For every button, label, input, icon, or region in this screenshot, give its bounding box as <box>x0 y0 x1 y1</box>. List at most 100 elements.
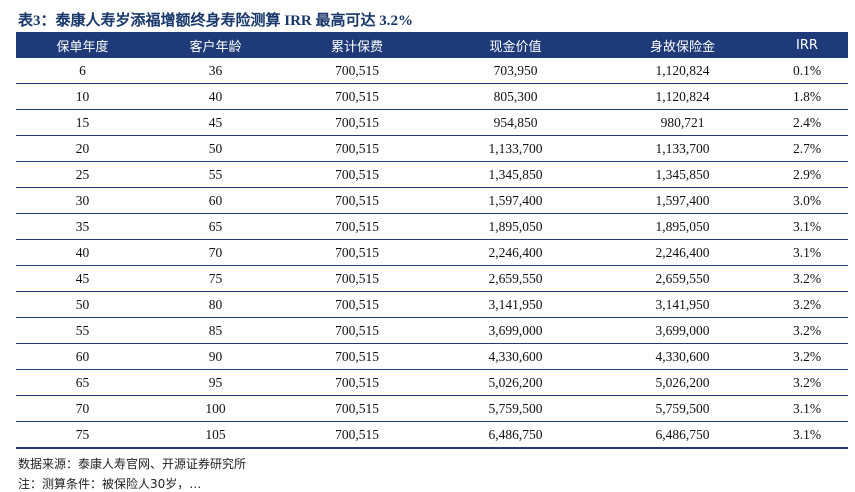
cell-death-benefit: 3,141,950 <box>599 291 766 318</box>
header-death-benefit: 身故保险金 <box>599 32 766 58</box>
cell-irr: 3.2% <box>766 291 848 318</box>
table-title: 表3：泰康人寿岁添福增额终身寿险测算 IRR 最高可达 3.2% <box>18 13 414 29</box>
cell-death-benefit: 4,330,600 <box>599 343 766 370</box>
cell-cumulative-premium: 700,515 <box>282 109 432 136</box>
cell-policy-year: 10 <box>16 83 149 110</box>
cell-cash-value: 5,759,500 <box>432 395 599 422</box>
cell-death-benefit: 1,120,824 <box>599 58 766 84</box>
cell-cumulative-premium: 700,515 <box>282 317 432 344</box>
table-row: 20 50 700,515 1,133,700 1,133,700 2.7% <box>16 135 848 162</box>
cell-irr: 1.8% <box>766 83 848 110</box>
cell-cash-value: 2,246,400 <box>432 239 599 266</box>
cell-death-benefit: 1,345,850 <box>599 161 766 188</box>
cell-policy-year: 30 <box>16 187 149 214</box>
cell-cash-value: 703,950 <box>432 58 599 84</box>
header-customer-age: 客户年龄 <box>149 32 282 58</box>
footnote: 注：测算条件：被保险人30岁，… <box>18 477 202 491</box>
cell-policy-year: 65 <box>16 369 149 396</box>
cell-customer-age: 36 <box>149 58 282 84</box>
cell-policy-year: 35 <box>16 213 149 240</box>
cell-irr: 3.2% <box>766 369 848 396</box>
header-irr: IRR <box>766 32 848 58</box>
cell-cumulative-premium: 700,515 <box>282 213 432 240</box>
cell-irr: 3.1% <box>766 239 848 266</box>
cell-cash-value: 3,141,950 <box>432 291 599 318</box>
cell-irr: 2.9% <box>766 161 848 188</box>
header-policy-year: 保单年度 <box>16 32 149 58</box>
cell-customer-age: 70 <box>149 239 282 266</box>
cell-customer-age: 100 <box>149 395 282 422</box>
header-cash-value: 现金价值 <box>432 32 599 58</box>
cell-cumulative-premium: 700,515 <box>282 161 432 188</box>
table-row: 30 60 700,515 1,597,400 1,597,400 3.0% <box>16 187 848 214</box>
table-row: 55 85 700,515 3,699,000 3,699,000 3.2% <box>16 317 848 344</box>
cell-cumulative-premium: 700,515 <box>282 395 432 422</box>
cell-cash-value: 1,133,700 <box>432 135 599 162</box>
cell-death-benefit: 2,659,550 <box>599 265 766 292</box>
cell-policy-year: 50 <box>16 291 149 318</box>
cell-cash-value: 4,330,600 <box>432 343 599 370</box>
cell-customer-age: 95 <box>149 369 282 396</box>
table-row: 10 40 700,515 805,300 1,120,824 1.8% <box>16 83 848 110</box>
cell-customer-age: 65 <box>149 213 282 240</box>
cell-customer-age: 105 <box>149 421 282 449</box>
cell-irr: 3.2% <box>766 343 848 370</box>
cell-policy-year: 60 <box>16 343 149 370</box>
cell-irr: 3.1% <box>766 421 848 449</box>
cell-customer-age: 85 <box>149 317 282 344</box>
cell-cumulative-premium: 700,515 <box>282 421 432 449</box>
cell-death-benefit: 5,026,200 <box>599 369 766 396</box>
cell-irr: 0.1% <box>766 58 848 84</box>
cell-death-benefit: 6,486,750 <box>599 421 766 449</box>
cell-cumulative-premium: 700,515 <box>282 343 432 370</box>
cell-irr: 3.0% <box>766 187 848 214</box>
cell-cash-value: 5,026,200 <box>432 369 599 396</box>
cell-customer-age: 45 <box>149 109 282 136</box>
table-row: 40 70 700,515 2,246,400 2,246,400 3.1% <box>16 239 848 266</box>
cell-irr: 2.4% <box>766 109 848 136</box>
cell-irr: 3.1% <box>766 395 848 422</box>
cell-cumulative-premium: 700,515 <box>282 239 432 266</box>
cell-death-benefit: 5,759,500 <box>599 395 766 422</box>
cell-cash-value: 2,659,550 <box>432 265 599 292</box>
cell-customer-age: 50 <box>149 135 282 162</box>
cell-cumulative-premium: 700,515 <box>282 187 432 214</box>
cell-cash-value: 6,486,750 <box>432 421 599 449</box>
cell-cash-value: 1,345,850 <box>432 161 599 188</box>
cell-customer-age: 40 <box>149 83 282 110</box>
cell-death-benefit: 1,895,050 <box>599 213 766 240</box>
cell-customer-age: 75 <box>149 265 282 292</box>
cell-cumulative-premium: 700,515 <box>282 265 432 292</box>
cell-cash-value: 805,300 <box>432 83 599 110</box>
cell-policy-year: 15 <box>16 109 149 136</box>
cell-customer-age: 60 <box>149 187 282 214</box>
cell-cash-value: 1,895,050 <box>432 213 599 240</box>
cell-cumulative-premium: 700,515 <box>282 291 432 318</box>
cell-irr: 3.2% <box>766 317 848 344</box>
cell-cash-value: 1,597,400 <box>432 187 599 214</box>
cell-irr: 3.1% <box>766 213 848 240</box>
cell-cumulative-premium: 700,515 <box>282 369 432 396</box>
cell-cash-value: 3,699,000 <box>432 317 599 344</box>
cell-irr: 2.7% <box>766 135 848 162</box>
data-source-note: 数据来源：泰康人寿官网、开源证券研究所 <box>18 457 247 471</box>
cell-policy-year: 40 <box>16 239 149 266</box>
irr-table: 保单年度 客户年龄 累计保费 现金价值 身故保险金 IRR 6 36 700,515… <box>16 32 848 449</box>
table-row: 65 95 700,515 5,026,200 5,026,200 3.2% <box>16 369 848 396</box>
table-row: 60 90 700,515 4,330,600 4,330,600 3.2% <box>16 343 848 370</box>
table-row: 15 45 700,515 954,850 980,721 2.4% <box>16 109 848 136</box>
cell-cumulative-premium: 700,515 <box>282 83 432 110</box>
cell-policy-year: 45 <box>16 265 149 292</box>
cell-policy-year: 6 <box>16 58 149 84</box>
cell-policy-year: 75 <box>16 421 149 449</box>
cell-death-benefit: 1,597,400 <box>599 187 766 214</box>
cell-customer-age: 55 <box>149 161 282 188</box>
cell-policy-year: 70 <box>16 395 149 422</box>
cell-irr: 3.2% <box>766 265 848 292</box>
cell-policy-year: 20 <box>16 135 149 162</box>
cell-death-benefit: 1,120,824 <box>599 83 766 110</box>
table-header-row: 保单年度 客户年龄 累计保费 现金价值 身故保险金 IRR <box>16 32 848 58</box>
cell-death-benefit: 1,133,700 <box>599 135 766 162</box>
table-row: 70 100 700,515 5,759,500 5,759,500 3.1% <box>16 395 848 422</box>
cell-death-benefit: 3,699,000 <box>599 317 766 344</box>
